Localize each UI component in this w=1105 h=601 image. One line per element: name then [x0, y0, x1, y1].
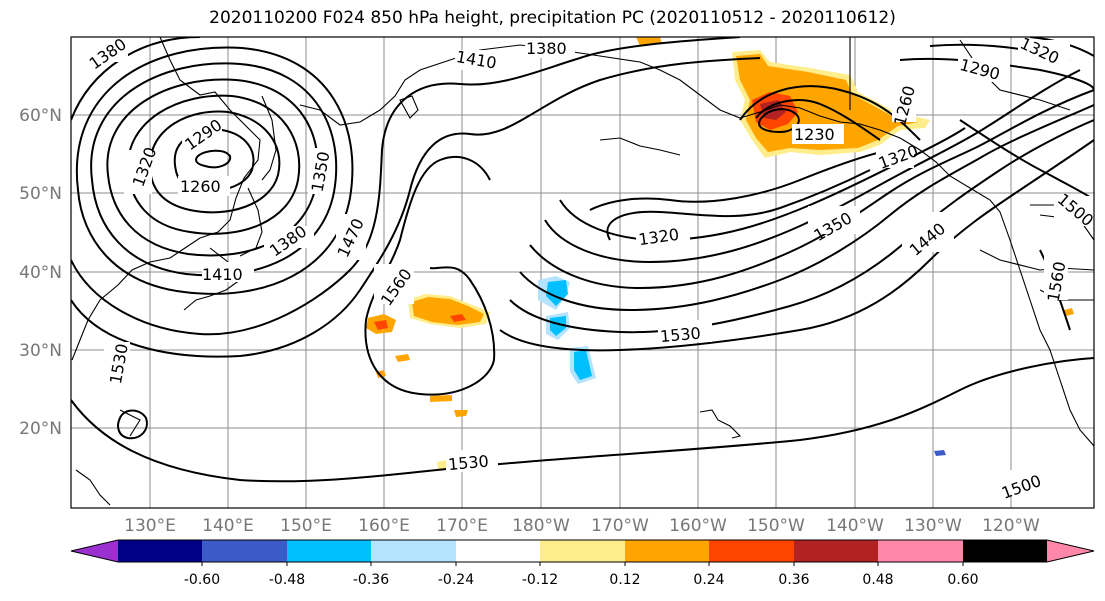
- contour-label: 1530: [447, 452, 489, 474]
- colorbar-segment: [371, 540, 456, 562]
- lat-axis: 60°N 50°N 40°N 30°N 20°N: [19, 106, 62, 439]
- colorbar-segment: [118, 540, 202, 562]
- colorbar-tick-label: -0.60: [184, 572, 220, 588]
- lat-label: 30°N: [19, 341, 62, 361]
- colorbar: -0.60 -0.48 -0.36 -0.24 -0.12 0.12 0.24 …: [70, 539, 1095, 588]
- lon-label: 150°W: [747, 516, 805, 536]
- contour-label: 1380: [526, 39, 567, 58]
- map-frame: [70, 36, 1095, 509]
- lon-label: 120°W: [982, 516, 1040, 536]
- colorbar-tick-label: 0.24: [693, 572, 724, 588]
- lat-label: 60°N: [19, 106, 62, 126]
- colorbar-outline: [70, 539, 1095, 563]
- colorbar-segment: [709, 540, 794, 562]
- contour-label: 1260: [180, 177, 221, 196]
- colorbar-tick-label: 0.60: [947, 572, 978, 588]
- lon-label: 130°E: [124, 516, 176, 536]
- colorbar-tick-label: -0.36: [353, 572, 389, 588]
- contour-label: 1410: [202, 265, 243, 284]
- lon-axis: 130°E 140°E 150°E 160°E 170°E 180°W 170°…: [124, 516, 1040, 536]
- lon-label: 150°E: [280, 516, 332, 536]
- colorbar-segment: [878, 540, 963, 562]
- colorbar-tick-label: -0.12: [522, 572, 558, 588]
- colorbar-segment: [202, 540, 287, 562]
- contour-label: 1530: [659, 324, 701, 346]
- colorbar-tick-label: -0.48: [269, 572, 305, 588]
- colorbar-segment: [794, 540, 878, 562]
- lon-label: 140°W: [826, 516, 884, 536]
- colorbar-tick-label: 0.12: [609, 572, 640, 588]
- colorbar-segment: [625, 540, 709, 562]
- colorbar-extend-right: [1047, 540, 1094, 562]
- lat-label: 20°N: [19, 419, 62, 439]
- lat-label: 40°N: [19, 263, 62, 283]
- colorbar-extend-left: [71, 540, 118, 562]
- colorbar-ticks: [201, 562, 964, 566]
- colorbar-tick-label: 0.48: [862, 572, 893, 588]
- colorbar-segment: [540, 540, 625, 562]
- lon-label: 170°E: [436, 516, 488, 536]
- colorbar-tick-label: -0.24: [438, 572, 474, 588]
- colorbar-segment: [287, 540, 371, 562]
- lon-label: 160°W: [669, 516, 727, 536]
- lon-label: 130°W: [904, 516, 962, 536]
- lon-label: 170°W: [591, 516, 649, 536]
- lon-label: 140°E: [202, 516, 254, 536]
- lat-label: 50°N: [19, 184, 62, 204]
- colorbar-tick-label: 0.36: [778, 572, 809, 588]
- colorbar-segment: [456, 540, 540, 562]
- chart-title: 2020110200 F024 850 hPa height, precipit…: [209, 8, 896, 28]
- contour-label: 1230: [794, 125, 835, 144]
- lon-label: 160°E: [358, 516, 410, 536]
- lon-label: 180°W: [512, 516, 570, 536]
- colorbar-segment: [963, 540, 1047, 562]
